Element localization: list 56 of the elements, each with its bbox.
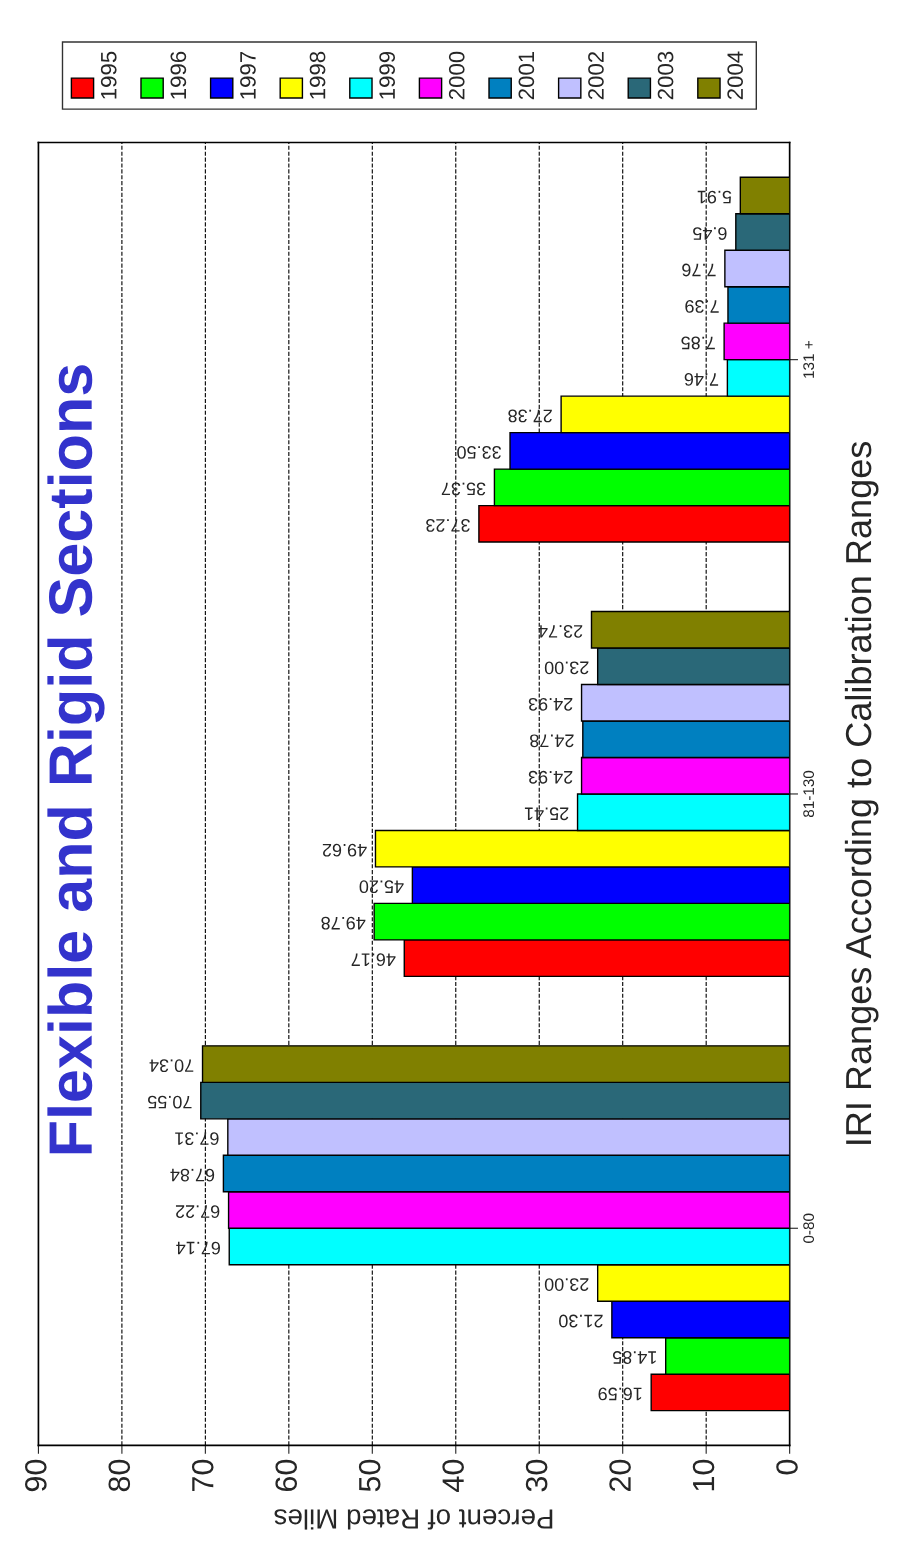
data-label: 7.39 [685,300,719,313]
data-label: 24.93 [528,697,573,711]
data-label: 33.50 [457,446,501,459]
y-tick-label: 131 + [803,341,815,378]
data-label: 21.30 [559,1314,603,1328]
data-label: 25.41 [524,807,569,821]
y-tick-label: 0-80 [803,1213,815,1243]
legend-label: 2001 [518,51,535,100]
data-label: 7.85 [681,336,715,350]
x-tick-label: 0 [776,1459,798,1475]
x-tick-label: 50 [358,1459,381,1492]
data-label: 70.55 [148,1095,192,1109]
data-label: 24.78 [530,734,574,748]
x-tick-label: 40 [442,1459,464,1492]
x-tick-label: 30 [525,1459,548,1492]
data-label: 27.38 [508,409,552,423]
data-label: 16.59 [598,1387,642,1401]
data-label: 49.78 [321,916,366,930]
data-label: 35.37 [441,482,486,496]
x-tick-label: 10 [692,1459,715,1491]
x-tick-label: 80 [108,1459,131,1492]
legend-label: 2002 [588,51,604,100]
legend-label: 2004 [727,51,744,100]
data-label: 45.20 [359,880,404,894]
data-label: 67.14 [176,1241,220,1255]
text: Flexible and Rigid Sections [47,365,105,1154]
x-tick-label: 20 [609,1459,631,1492]
legend-label: 1999 [379,51,396,99]
legend-label: 1996 [170,51,187,99]
data-label: 7.76 [682,263,716,277]
data-label: 23.00 [544,1278,589,1291]
data-label: 70.34 [149,1059,194,1073]
legend-label: 1995 [100,51,117,99]
data-label: 37.23 [426,518,470,532]
data-label: 46.17 [351,953,396,967]
data-label: 67.31 [175,1132,219,1145]
y-tick-label: 81-130 [803,770,815,818]
x-axis-title: Percent of Rated Miles [274,1509,553,1530]
data-label: 14.85 [612,1351,656,1364]
x-tick-label: 60 [275,1459,298,1492]
data-label: 24.93 [528,770,573,784]
legend-label: 1998 [309,51,326,99]
data-label: 5.91 [697,190,732,204]
legend-label: 2000 [448,51,465,100]
legend-label: 2003 [657,51,674,100]
y-axis-title: IRI Ranges According to Calibration Ranges [844,441,879,1144]
data-label: 67.84 [170,1168,215,1182]
data-label: 49.62 [322,843,367,857]
data-label: 67.22 [175,1205,220,1218]
data-label: 23.74 [538,624,583,638]
data-label: 23.00 [544,661,589,675]
data-label: 6.45 [693,227,727,240]
x-tick-label: 90 [25,1459,47,1492]
x-tick-label: 70 [191,1459,214,1492]
legend-label: 1997 [240,51,256,99]
data-label: 7.46 [684,373,719,386]
